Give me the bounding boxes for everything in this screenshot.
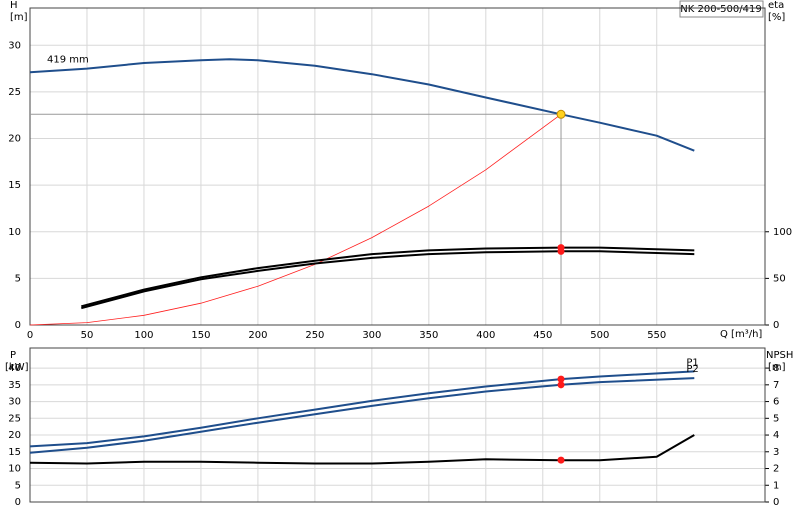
series-label: P2 [686, 364, 698, 375]
y2-tick-label: 2 [773, 464, 779, 475]
operating-marker [557, 375, 565, 383]
y2-tick-label: 100 [773, 227, 792, 238]
y-tick-label: 30 [8, 397, 21, 408]
chart-title: NK 200-500/419 [680, 4, 761, 15]
y-tick-label: 5 [15, 273, 21, 284]
series-line [29, 113, 562, 326]
y2-tick-label: 4 [773, 430, 779, 441]
plot-frame [29, 7, 766, 326]
y-tick-label: 10 [8, 227, 21, 238]
y2-axis-unit: [%] [768, 12, 785, 23]
y2-tick-label: 6 [773, 397, 779, 408]
y2-tick-label: 3 [773, 447, 779, 458]
y-axis-label: H [10, 0, 18, 11]
y-axis-unit: [m] [10, 12, 28, 23]
duty-point [556, 109, 566, 119]
y-axis-unit: [kW] [5, 362, 29, 373]
y2-axis-unit: [m] [768, 362, 786, 373]
x-tick-label: 0 [27, 330, 33, 341]
x-tick-label: 450 [533, 330, 552, 341]
y2-axis-label: eta [768, 0, 784, 11]
y-tick-label: 25 [8, 87, 21, 98]
x-tick-label: 150 [191, 330, 210, 341]
y-tick-label: 30 [8, 40, 21, 51]
y2-tick-label: 1 [773, 480, 779, 491]
x-tick-label: 550 [647, 330, 666, 341]
x-tick-label: 50 [81, 330, 94, 341]
y-axis-label: P [10, 350, 16, 361]
series-label: 419 mm [47, 54, 89, 65]
y2-tick-label: 50 [773, 273, 786, 284]
operating-marker [557, 381, 565, 389]
series-line [81, 250, 695, 310]
y-tick-label: 40 [8, 363, 21, 374]
x-axis-label: Q [m³/h] [720, 329, 762, 340]
series-label: P1 [686, 357, 698, 368]
x-tick-label: 500 [590, 330, 609, 341]
x-tick-label: 100 [134, 330, 153, 341]
y2-tick-label: 7 [773, 380, 779, 391]
operating-marker [557, 456, 565, 464]
series-line [81, 246, 695, 308]
y-tick-label: 15 [8, 180, 21, 191]
series-line [29, 434, 695, 465]
plot-frame [29, 347, 766, 503]
x-tick-label: 400 [476, 330, 495, 341]
series-line [29, 58, 695, 152]
y-tick-label: 0 [15, 497, 21, 508]
y-tick-label: 5 [15, 480, 21, 491]
y-tick-label: 10 [8, 464, 21, 475]
y-tick-label: 25 [8, 413, 21, 424]
y-tick-label: 0 [15, 320, 21, 331]
y2-tick-label: 0 [773, 497, 779, 508]
y-tick-label: 20 [8, 134, 21, 145]
title-box [679, 0, 764, 18]
x-tick-label: 350 [419, 330, 438, 341]
y-tick-label: 35 [8, 380, 21, 391]
series-line [29, 377, 695, 454]
y-tick-label: 20 [8, 430, 21, 441]
x-tick-label: 300 [362, 330, 381, 341]
y2-tick-label: 0 [773, 320, 779, 331]
operating-marker [557, 247, 565, 255]
y2-tick-label: 8 [773, 363, 779, 374]
y-tick-label: 15 [8, 447, 21, 458]
y2-axis-label: NPSH [766, 350, 793, 361]
y2-tick-label: 5 [773, 413, 779, 424]
x-tick-label: 200 [248, 330, 267, 341]
x-tick-label: 250 [305, 330, 324, 341]
series-line [29, 370, 695, 448]
